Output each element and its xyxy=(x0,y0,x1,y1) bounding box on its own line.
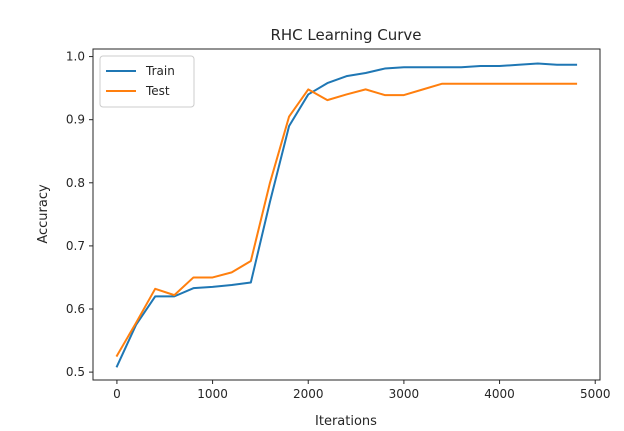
legend: Train Test xyxy=(99,55,195,108)
series-line-test xyxy=(115,82,578,358)
x-tick-label: 5000 xyxy=(580,387,611,401)
chart-title: RHC Learning Curve xyxy=(270,26,421,44)
y-axis: 0.5 0.6 0.7 0.8 0.9 1.0 xyxy=(66,50,93,379)
y-tick-label: 0.5 xyxy=(66,365,85,379)
x-tick-label: 1000 xyxy=(197,387,228,401)
plot-frame xyxy=(92,48,601,381)
x-axis: 0 1000 2000 3000 4000 5000 xyxy=(113,380,610,401)
x-tick-label: 2000 xyxy=(293,387,324,401)
x-tick-label: 4000 xyxy=(484,387,515,401)
x-axis-label: Iterations xyxy=(315,414,377,429)
legend-label-test: Test xyxy=(145,84,170,98)
legend-box xyxy=(99,55,195,108)
y-tick-label: 0.9 xyxy=(66,113,85,127)
series-line-train xyxy=(115,62,578,368)
plot-area xyxy=(115,62,578,368)
x-tick-label: 0 xyxy=(113,387,121,401)
y-tick-label: 0.8 xyxy=(66,176,85,190)
y-tick-label: 0.7 xyxy=(66,239,85,253)
y-axis-label: Accuracy xyxy=(36,184,51,244)
legend-label-train: Train xyxy=(145,64,175,78)
y-tick-label: 0.6 xyxy=(66,302,85,316)
x-tick-label: 3000 xyxy=(389,387,420,401)
y-tick-label: 1.0 xyxy=(66,50,85,64)
